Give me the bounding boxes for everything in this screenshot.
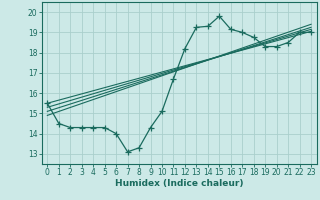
X-axis label: Humidex (Indice chaleur): Humidex (Indice chaleur) bbox=[115, 179, 244, 188]
